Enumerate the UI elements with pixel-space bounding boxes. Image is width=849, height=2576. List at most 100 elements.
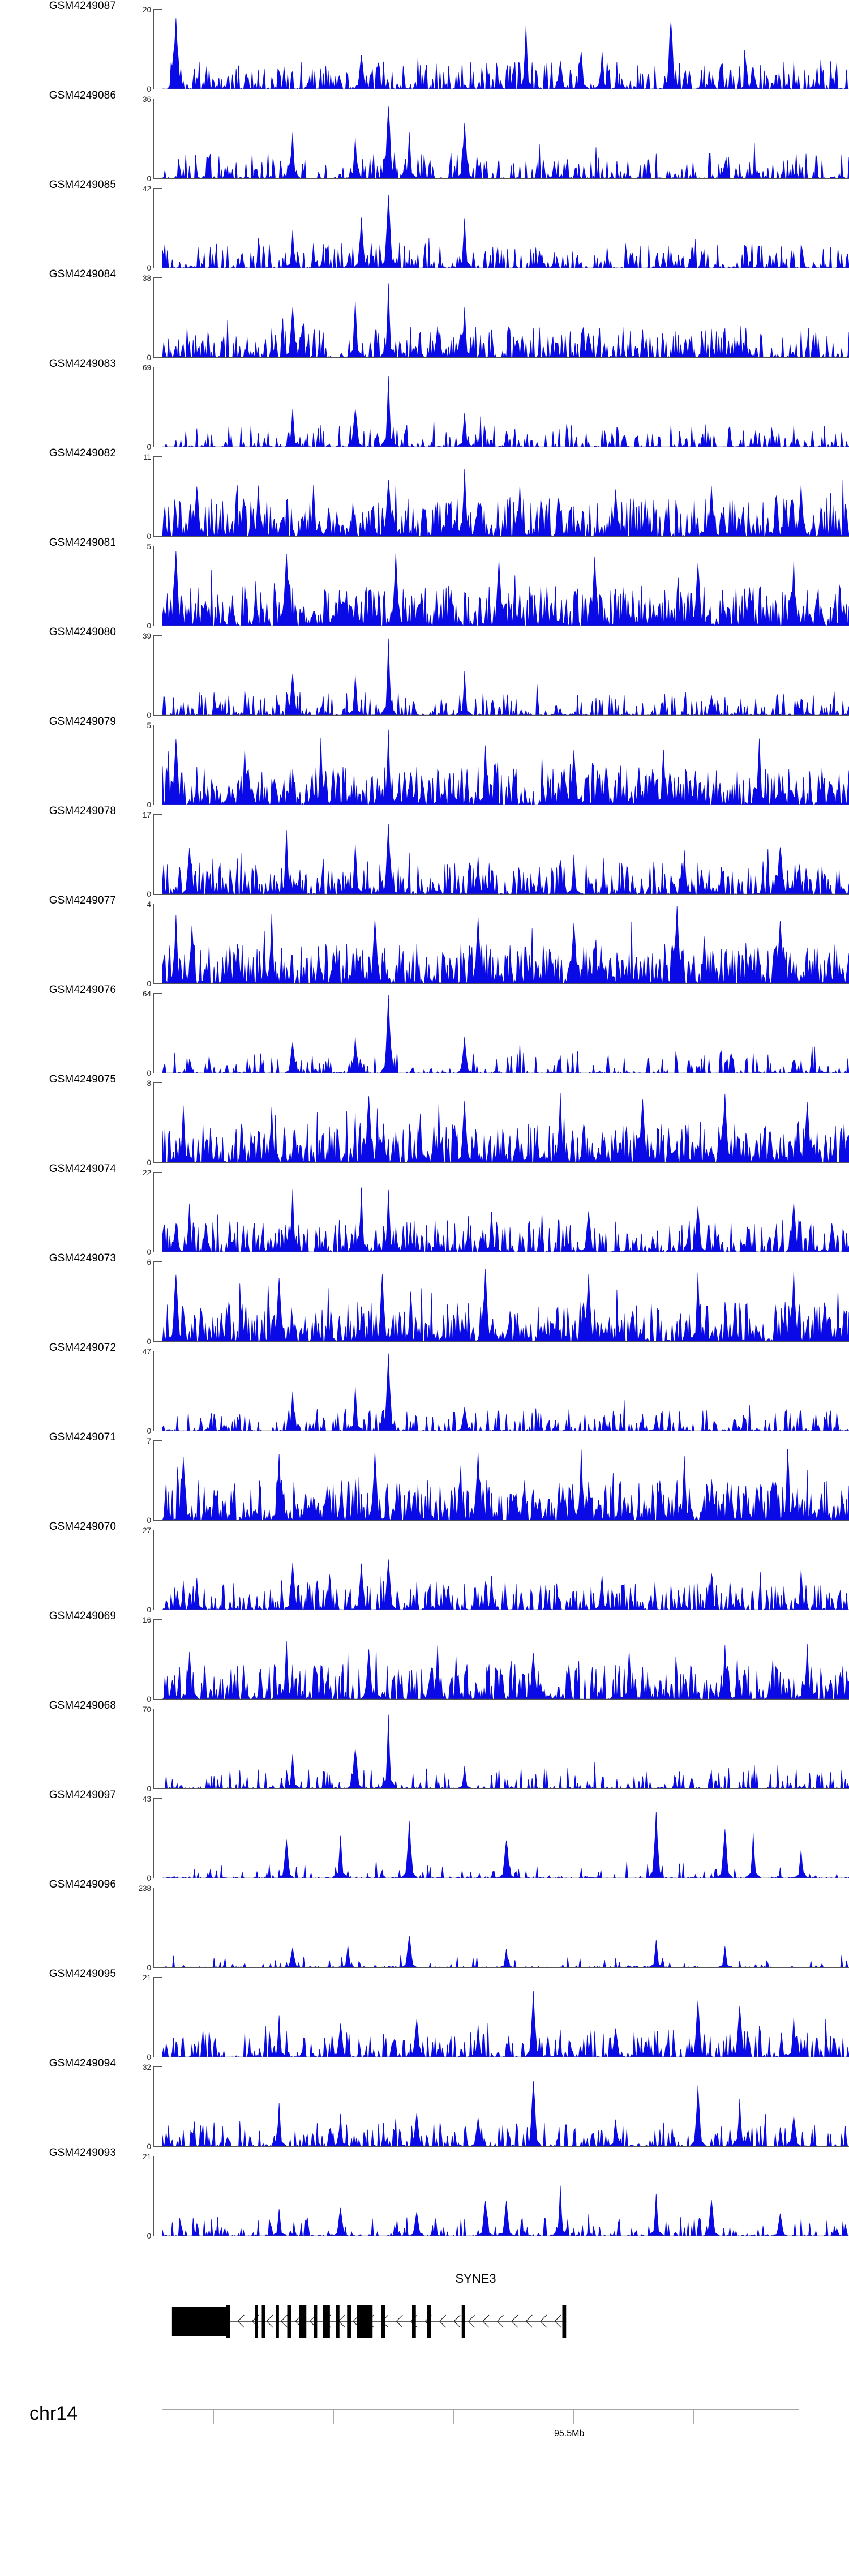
track-sample-label: GSM4249096 [49, 1878, 116, 1890]
y-axis-min-label: 0 [147, 1873, 151, 1882]
coverage-plot-area [162, 1530, 849, 1610]
coverage-track: GSM4249076 64 0 [0, 984, 849, 1077]
track-sample-label: GSM4249085 [49, 179, 116, 191]
gene-model-graphic [171, 2305, 567, 2338]
y-axis-bracket [153, 814, 162, 895]
coverage-track: GSM4249095 21 0 [0, 1968, 849, 2061]
coverage-track: GSM4249070 27 0 [0, 1521, 849, 1614]
track-y-axis: 27 0 [122, 1521, 162, 1614]
track-y-axis: 70 0 [122, 1700, 162, 1792]
track-y-axis: 22 0 [122, 1163, 162, 1256]
track-y-axis: 64 0 [122, 984, 162, 1077]
coverage-track: GSM4249086 36 0 [0, 89, 849, 182]
track-label-cell: GSM4249081 [0, 537, 122, 626]
track-sample-label: GSM4249086 [49, 89, 116, 101]
track-sample-label: GSM4249068 [49, 1700, 116, 1711]
coverage-signal [162, 1936, 849, 1968]
y-axis-bracket [153, 1619, 162, 1700]
y-axis-max-label: 238 [138, 1884, 151, 1893]
coverage-track: GSM4249079 5 0 [0, 716, 849, 808]
coverage-track: GSM4249087 20 0 [0, 0, 849, 93]
track-y-axis: 38 0 [122, 268, 162, 361]
chromosome-axis-graphic [162, 2409, 799, 2424]
y-axis-min-label: 0 [147, 889, 151, 898]
y-axis-bracket [153, 635, 162, 716]
y-axis-max-label: 69 [142, 363, 151, 372]
y-axis-bracket [153, 9, 162, 89]
coverage-track: GSM4249084 38 0 [0, 268, 849, 361]
coverage-signal [162, 106, 849, 179]
coverage-signal [162, 283, 849, 358]
y-axis-min-label: 0 [147, 1337, 151, 1346]
y-axis-min-label: 0 [147, 84, 151, 93]
coverage-track: GSM4249077 4 0 [0, 895, 849, 987]
coverage-signal [162, 729, 849, 805]
y-axis-max-label: 39 [142, 632, 151, 640]
y-axis-min-label: 0 [147, 621, 151, 630]
y-axis-max-label: 36 [142, 95, 151, 104]
coverage-signal [162, 551, 849, 626]
coverage-track: GSM4249083 69 0 [0, 358, 849, 451]
y-axis-max-label: 22 [142, 1169, 151, 1177]
y-axis-max-label: 42 [142, 185, 151, 193]
track-y-axis: 36 0 [122, 89, 162, 182]
coverage-plot-area [162, 1619, 849, 1700]
y-axis-max-label: 5 [147, 542, 151, 551]
y-axis-min-label: 0 [147, 1963, 151, 1972]
track-y-axis: 43 0 [122, 1789, 162, 1882]
track-y-axis: 238 0 [122, 1878, 162, 1971]
track-sample-label: GSM4249074 [49, 1163, 116, 1175]
y-axis-bracket [153, 1082, 162, 1163]
coverage-track: GSM4249085 42 0 [0, 179, 849, 272]
track-sample-label: GSM4249082 [49, 447, 116, 459]
track-sample-label: GSM4249069 [49, 1610, 116, 1622]
track-label-cell: GSM4249075 [0, 1073, 122, 1163]
coverage-signal [162, 1559, 849, 1610]
coverage-signal [162, 1812, 849, 1878]
coverage-track: GSM4249096 238 0 [0, 1878, 849, 1971]
coverage-signal [162, 906, 849, 984]
coverage-signal [162, 638, 849, 716]
track-sample-label: GSM4249079 [49, 716, 116, 728]
track-label-cell: GSM4249069 [0, 1610, 122, 1700]
coverage-plot-area [162, 1798, 849, 1878]
coverage-track: GSM4249078 17 0 [0, 805, 849, 898]
track-label-cell: GSM4249074 [0, 1163, 122, 1252]
coverage-plot-area [162, 277, 849, 358]
coverage-signal [162, 376, 849, 447]
y-axis-bracket [153, 99, 162, 179]
coverage-signal [162, 1714, 849, 1789]
chromosome-axis-track: chr14 95.5Mb [0, 2378, 849, 2508]
track-label-cell: GSM4249097 [0, 1789, 122, 1878]
track-sample-label: GSM4249073 [49, 1252, 116, 1264]
y-axis-max-label: 32 [142, 2063, 151, 2072]
track-sample-label: GSM4249071 [49, 1431, 116, 1443]
coverage-signal [162, 2185, 849, 2236]
track-label-cell: GSM4249094 [0, 2057, 122, 2147]
track-label-cell: GSM4249070 [0, 1521, 122, 1610]
track-y-axis: 11 0 [122, 447, 162, 540]
track-label-cell: GSM4249077 [0, 895, 122, 984]
y-axis-max-label: 27 [142, 1526, 151, 1535]
track-sample-label: GSM4249077 [49, 895, 116, 906]
track-sample-label: GSM4249097 [49, 1789, 116, 1801]
coverage-plot-area [162, 1888, 849, 1968]
coverage-plot-area [162, 1709, 849, 1789]
y-axis-bracket [153, 277, 162, 358]
track-label-cell: GSM4249096 [0, 1878, 122, 1968]
coverage-plot-area [162, 993, 849, 1073]
y-axis-min-label: 0 [147, 979, 151, 988]
track-sample-label: GSM4249078 [49, 805, 116, 817]
track-label-cell: GSM4249087 [0, 0, 122, 89]
track-label-cell: GSM4249095 [0, 1968, 122, 2057]
track-y-axis: 69 0 [122, 358, 162, 451]
y-axis-min-label: 0 [147, 1516, 151, 1525]
track-sample-label: GSM4249080 [49, 626, 116, 638]
coverage-track: GSM4249081 5 0 [0, 537, 849, 630]
y-axis-max-label: 5 [147, 721, 151, 730]
coverage-signal [162, 2081, 849, 2147]
y-axis-min-label: 0 [147, 1247, 151, 1256]
y-axis-bracket [153, 2066, 162, 2147]
